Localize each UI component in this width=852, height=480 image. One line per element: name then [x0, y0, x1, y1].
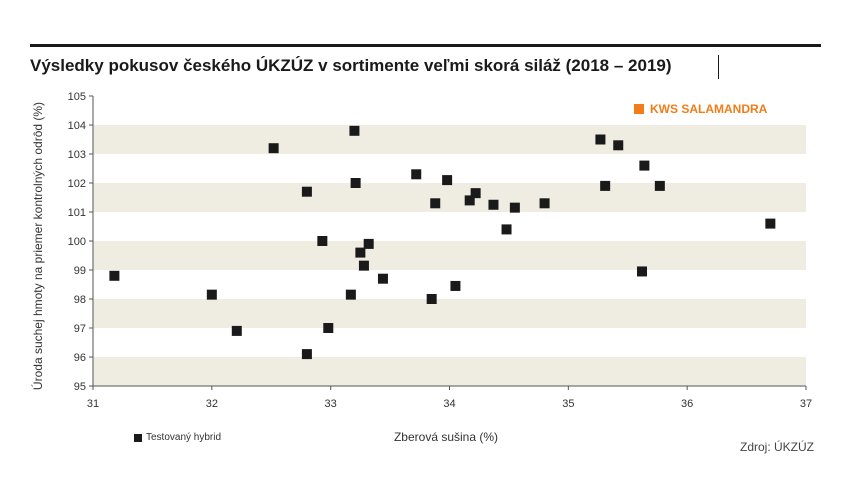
y-tick-label: 96 [74, 352, 86, 364]
data-point [206, 289, 217, 300]
x-tick-label: 32 [206, 398, 218, 410]
highlight-legend: KWS SALAMANDRA [634, 102, 767, 116]
highlight-legend-label: KWS SALAMANDRA [650, 102, 768, 116]
y-tick-label: 99 [74, 265, 86, 277]
source-note: Zdroj: ÚKZÚZ [740, 440, 815, 454]
data-point [231, 325, 242, 336]
orange-square-icon [634, 104, 644, 114]
data-point [377, 273, 388, 284]
data-point [637, 266, 648, 277]
x-tick-labels: 31 32 33 34 35 36 37 [87, 386, 812, 410]
y-tick-label: 98 [74, 294, 86, 306]
grid-band [93, 183, 806, 212]
tested-hybrid-legend: Testovaný hybrid [134, 432, 221, 443]
data-point [301, 186, 312, 197]
x-tick-label: 34 [443, 398, 455, 410]
x-axis-title: Zberová sušina (%) [393, 430, 499, 444]
data-point [470, 188, 481, 199]
grid-band [93, 357, 806, 386]
chart-title: Výsledky pokusov českého ÚKZÚZ v sortime… [30, 56, 672, 75]
data-point [268, 143, 279, 154]
data-point [442, 175, 453, 186]
y-tick-label: 101 [68, 207, 86, 219]
data-point [430, 198, 441, 209]
data-point [358, 260, 369, 271]
y-tick-label: 100 [68, 236, 86, 248]
x-tick-label: 36 [681, 398, 693, 410]
x-tick-label: 33 [325, 398, 337, 410]
data-point [363, 238, 374, 249]
data-point [613, 140, 624, 151]
data-points [109, 125, 776, 360]
grid-band [93, 125, 806, 154]
y-tick-label: 95 [74, 381, 86, 393]
data-point [323, 323, 334, 333]
data-point [654, 180, 665, 191]
data-point [109, 270, 120, 281]
data-point [349, 125, 360, 136]
data-point [317, 236, 328, 246]
top-rule [30, 44, 821, 47]
x-tick-label: 35 [562, 398, 574, 410]
data-point [595, 134, 606, 145]
tested-hybrid-legend-label: Testovaný hybrid [146, 432, 222, 443]
text-cursor [718, 55, 719, 79]
data-point [600, 180, 611, 191]
x-tick-label: 31 [87, 398, 99, 410]
y-tick-label: 105 [68, 91, 86, 103]
grid-band [93, 299, 806, 328]
data-point [426, 294, 437, 304]
data-point [539, 198, 550, 209]
data-point [301, 349, 312, 360]
data-point [345, 289, 356, 300]
y-tick-label: 102 [68, 178, 86, 190]
y-axis-title: Úroda suchej hmoty na priemer kontrolnýc… [31, 101, 45, 391]
black-square-icon [134, 433, 142, 442]
data-point [765, 218, 776, 229]
y-tick-label: 104 [68, 120, 86, 132]
data-point [464, 195, 475, 206]
data-point [355, 247, 366, 258]
data-point [501, 224, 512, 235]
data-point [509, 202, 520, 213]
data-point [639, 160, 650, 171]
grid-band [93, 241, 806, 270]
data-point [411, 169, 422, 180]
data-point [350, 178, 361, 188]
data-point [450, 280, 461, 291]
data-point [488, 199, 499, 210]
y-tick-label: 103 [68, 149, 86, 161]
x-tick-label: 37 [800, 398, 812, 410]
grid-bands [93, 125, 806, 386]
y-tick-label: 97 [74, 323, 86, 335]
y-tick-labels: 95 96 97 98 99 100 101 102 103 104 105 [68, 91, 93, 393]
